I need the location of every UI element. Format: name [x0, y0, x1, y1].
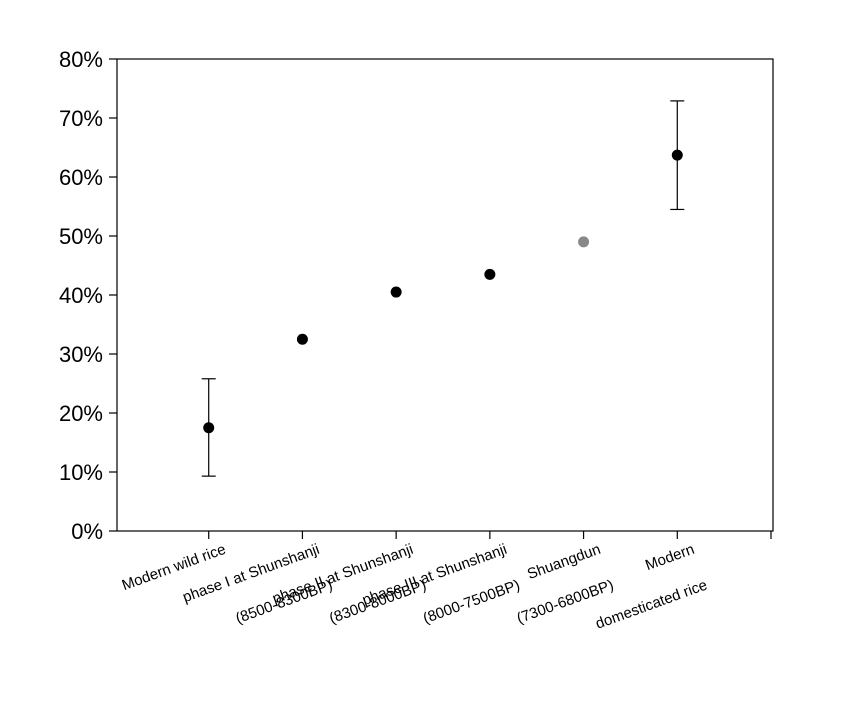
y-tick-label: 80% — [59, 47, 103, 72]
data-point — [671, 149, 683, 161]
y-tick-label: 10% — [59, 460, 103, 485]
x-axis-ticks — [208, 531, 772, 539]
error-bars — [201, 100, 685, 477]
data-point — [578, 236, 590, 248]
data-point — [484, 268, 496, 280]
data-points — [203, 149, 683, 434]
y-tick-label: 20% — [59, 401, 103, 426]
y-tick-label: 30% — [59, 342, 103, 367]
y-tick-label: 50% — [59, 224, 103, 249]
y-axis-ticks: 0% 10% 20% 30% 40% 50% 60% 70% 80% — [59, 47, 117, 544]
data-point — [203, 422, 215, 434]
y-tick-label: 0% — [71, 519, 103, 544]
y-tick-label: 60% — [59, 165, 103, 190]
y-tick-label: 40% — [59, 283, 103, 308]
data-point — [296, 333, 308, 345]
plot-frame — [116, 58, 774, 532]
category-label-line1: Modern — [643, 541, 697, 574]
data-point — [390, 286, 402, 298]
category-label-line2: (8000-7500BP) — [421, 576, 522, 627]
category-label-line1: Shuangdun — [525, 541, 603, 583]
y-tick-label: 70% — [59, 106, 103, 131]
